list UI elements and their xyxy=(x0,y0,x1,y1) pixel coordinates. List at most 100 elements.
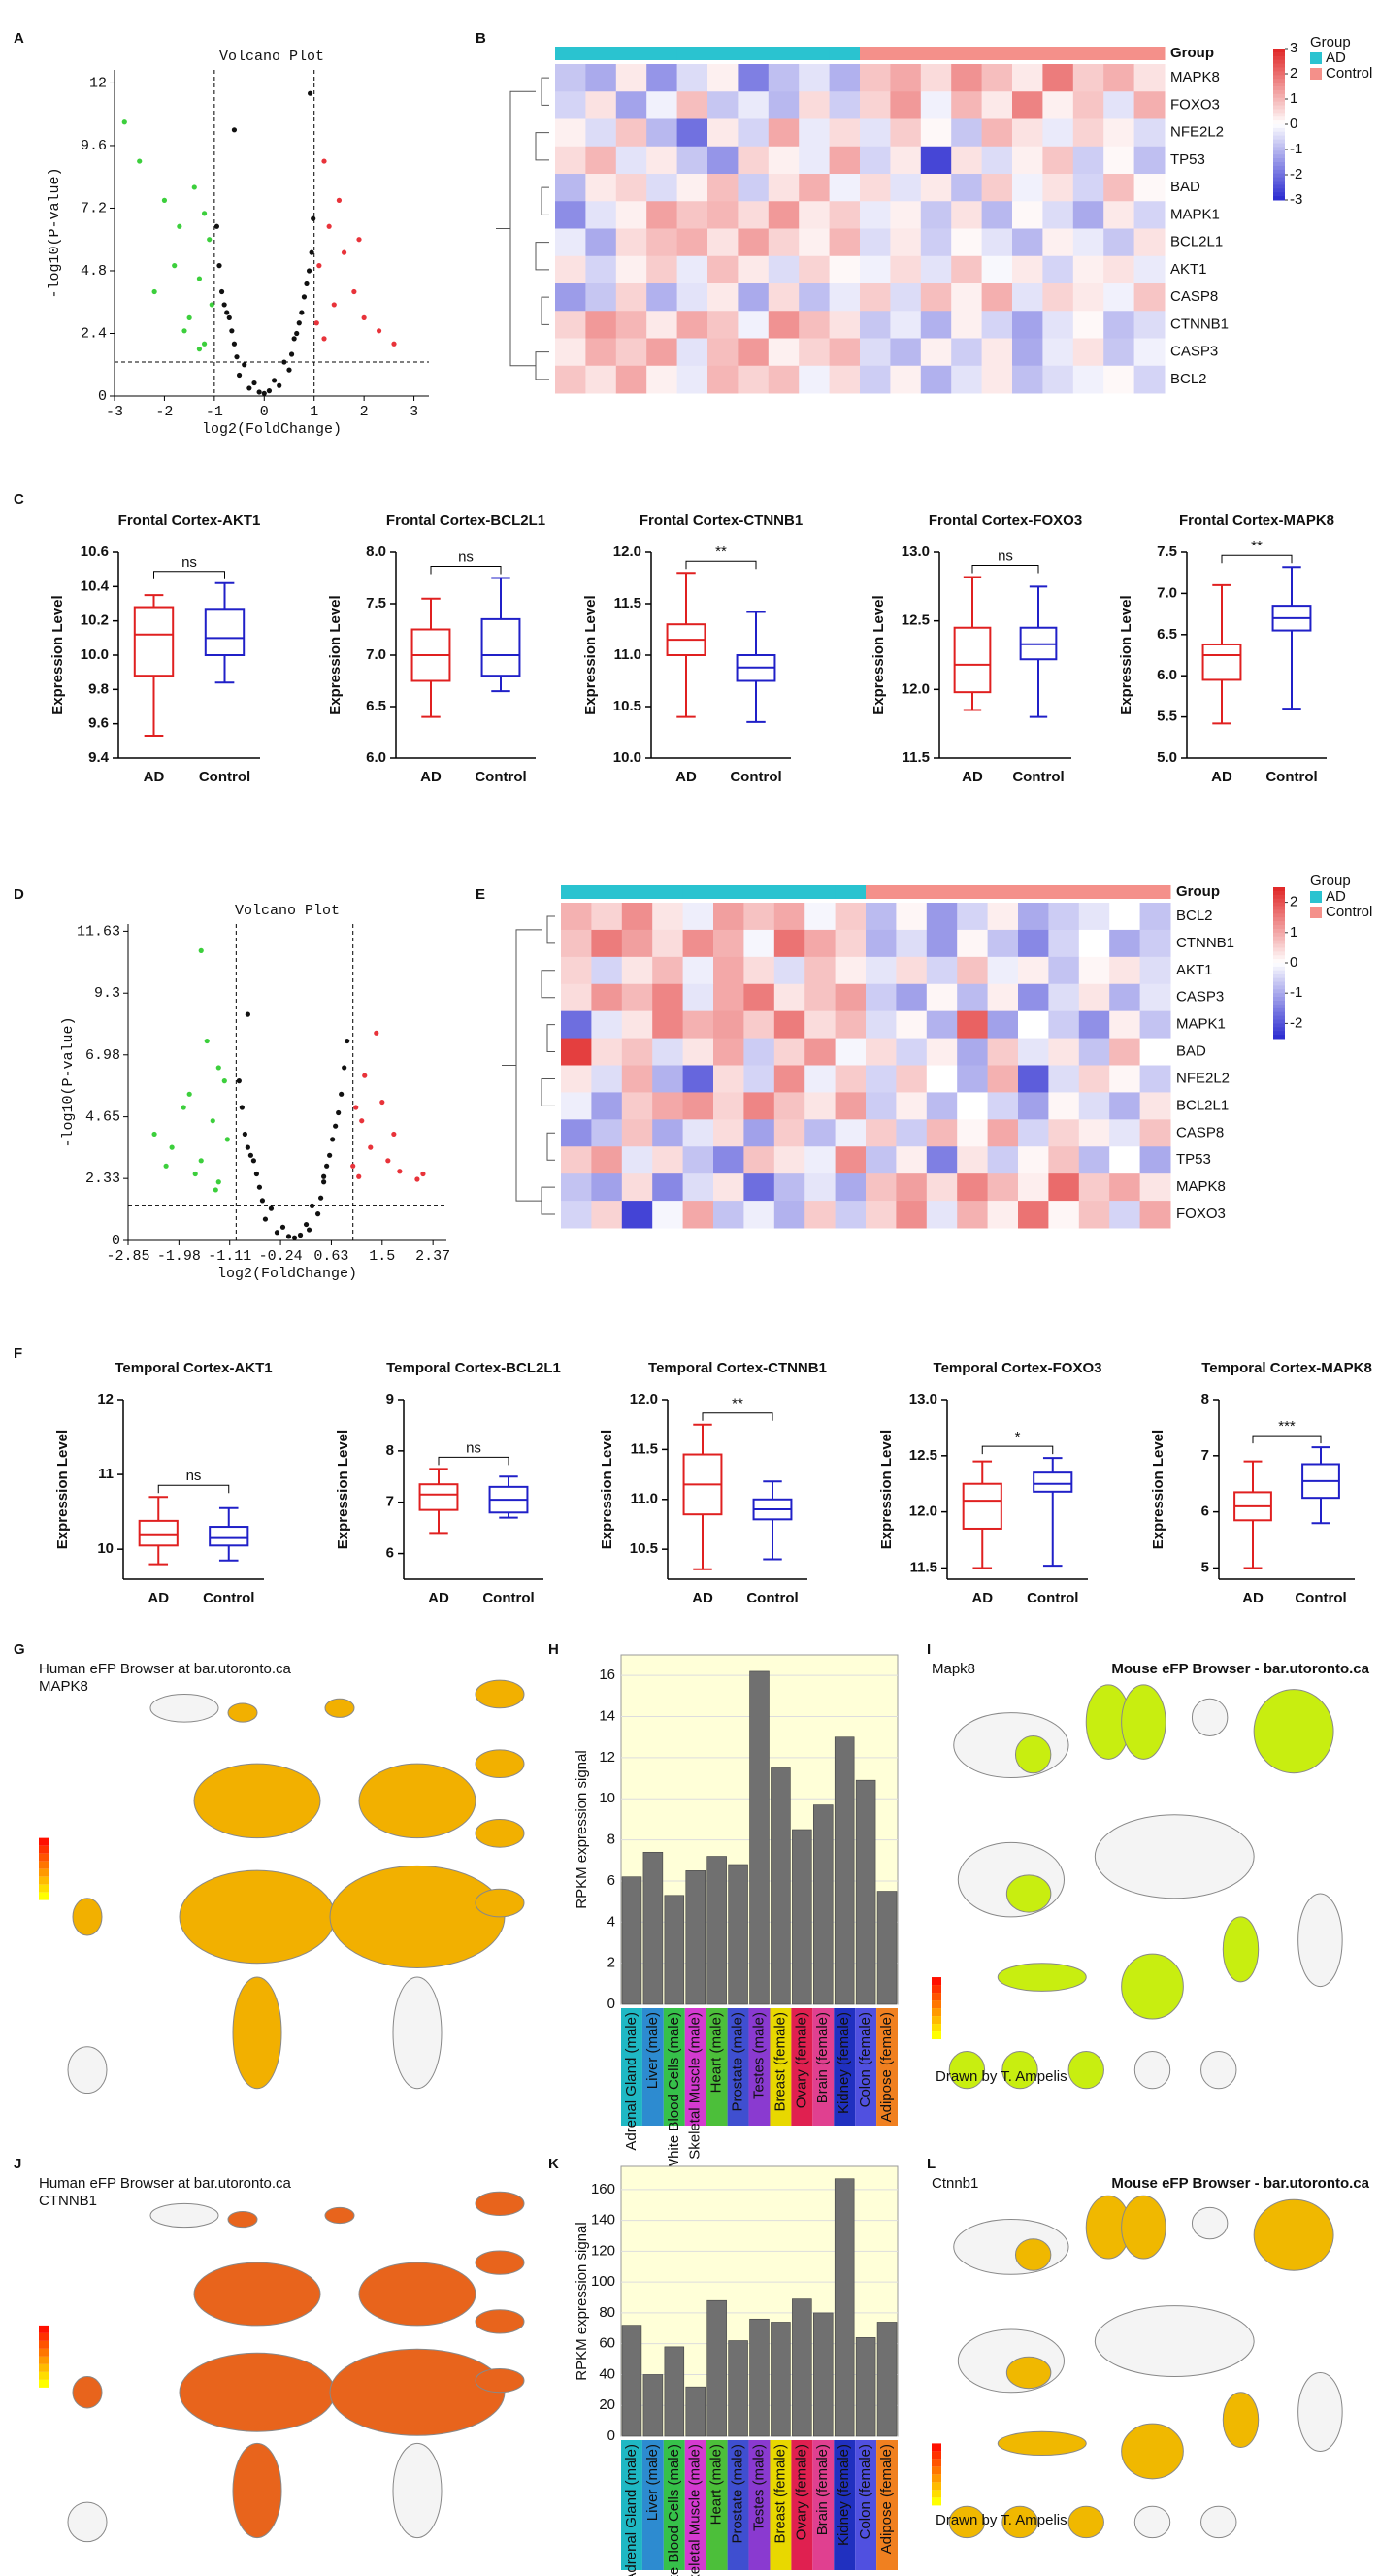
category-strip xyxy=(684,2008,706,2126)
category-strip xyxy=(812,2008,835,2126)
illustration-part xyxy=(1200,2051,1237,2090)
heat-cell xyxy=(835,983,867,1012)
heat-cell xyxy=(1018,1010,1049,1040)
browser-title: Human eFP Browser at bar.utoronto.ca xyxy=(39,2175,292,2192)
y-tick-label: 7 xyxy=(1201,1447,1209,1464)
heat-cell xyxy=(1072,201,1104,229)
heat-cell xyxy=(1139,1010,1171,1040)
colorbar-cell xyxy=(1273,89,1285,95)
heat-cell xyxy=(981,338,1013,367)
y-tick-label: 6.0 xyxy=(366,749,386,766)
illustration-part xyxy=(1121,2423,1184,2480)
heat-cell xyxy=(585,228,617,257)
category-strip xyxy=(748,2008,771,2126)
heat-cell xyxy=(890,64,922,92)
x-tick-label: Kidney (female) xyxy=(836,2444,852,2546)
heat-cell xyxy=(1042,283,1074,312)
heat-cell xyxy=(835,1038,867,1066)
point xyxy=(196,276,203,281)
illustration-part xyxy=(72,1898,103,1936)
heat-cell xyxy=(1072,365,1104,394)
heat-cell xyxy=(1078,1065,1110,1093)
heat-cell xyxy=(896,1065,928,1093)
panel-label: A xyxy=(14,30,24,47)
category-strip xyxy=(621,2440,642,2570)
x-tick-label: Colon (female) xyxy=(857,2012,873,2107)
group-cell xyxy=(829,47,861,60)
significance-label: ns xyxy=(998,547,1013,564)
colorbar-cell xyxy=(1273,181,1285,185)
illustration-part xyxy=(193,2262,321,2327)
heat-cell xyxy=(591,929,623,958)
heat-cell xyxy=(920,311,952,339)
x-tick-label: Adrenal Gland (male) xyxy=(623,2012,640,2151)
heat-cell xyxy=(951,146,983,175)
dendrogram xyxy=(541,77,549,106)
heat-cell xyxy=(951,311,983,339)
colorbar-cell xyxy=(1273,977,1285,982)
illustration-part xyxy=(1014,1734,1052,1774)
illustration-part xyxy=(1253,1689,1334,1774)
panel-label: K xyxy=(548,2156,559,2172)
colorbar-cell xyxy=(1273,97,1285,103)
point xyxy=(296,320,302,326)
significance-bracket xyxy=(981,1445,1054,1455)
box xyxy=(209,1526,249,1547)
x-tick-label: AD xyxy=(1211,769,1232,785)
heat-cell xyxy=(804,1065,837,1093)
bar xyxy=(728,2340,748,2437)
y-tick-label: 10.0 xyxy=(81,646,109,663)
colorbar-tick-label: 0 xyxy=(1290,954,1297,971)
scale-swatch xyxy=(932,2482,941,2491)
x-tick-label: 0.63 xyxy=(313,1248,348,1265)
gene-label: BAD xyxy=(1170,179,1200,195)
heat-cell xyxy=(561,1119,592,1147)
heat-cell xyxy=(585,201,617,229)
heat-cell xyxy=(926,983,958,1012)
colorbar-cell xyxy=(1273,997,1285,1002)
heat-cell xyxy=(957,956,989,985)
category-strip xyxy=(663,2440,685,2570)
heat-cell xyxy=(561,903,592,931)
dendrogram xyxy=(502,929,542,1202)
dendrogram xyxy=(496,90,536,367)
heat-cell xyxy=(1042,146,1074,175)
heat-cell xyxy=(561,1065,592,1093)
group-cell xyxy=(1072,47,1104,60)
heat-cell xyxy=(1139,1201,1171,1229)
point xyxy=(198,947,204,953)
significance-bracket xyxy=(702,1412,773,1421)
point xyxy=(234,354,240,360)
heat-cell xyxy=(615,311,647,339)
heat-cell xyxy=(738,338,770,367)
colorbar-cell xyxy=(1273,184,1285,189)
credit: Drawn by T. Ampelis xyxy=(936,2512,1067,2528)
heat-cell xyxy=(1042,365,1074,394)
x-tick-label: Control xyxy=(1295,1590,1346,1606)
illustration-part xyxy=(957,1841,1066,1918)
heat-cell xyxy=(738,255,770,284)
heat-cell xyxy=(555,118,586,148)
colorbar-cell xyxy=(1273,154,1285,159)
gene-label: FOXO3 xyxy=(1176,1205,1226,1222)
heat-cell xyxy=(1048,1173,1080,1202)
colorbar-cell xyxy=(1273,928,1285,934)
heat-cell xyxy=(591,1092,623,1120)
heat-cell xyxy=(676,64,708,92)
heat-cell xyxy=(1103,64,1135,92)
point xyxy=(261,390,267,396)
panel-label: B xyxy=(476,30,486,47)
heat-cell xyxy=(621,1119,653,1147)
heat-cell xyxy=(951,255,983,284)
point xyxy=(385,1158,391,1164)
y-tick-label: 13.0 xyxy=(909,1391,937,1407)
heat-cell xyxy=(987,1010,1019,1040)
x-tick-label: AD xyxy=(428,1590,449,1606)
heat-cell xyxy=(676,255,708,284)
point xyxy=(397,1169,403,1174)
colorbar-cell xyxy=(1273,981,1285,986)
dendrogram xyxy=(535,242,549,271)
heat-cell xyxy=(682,1065,714,1093)
heat-cell xyxy=(829,201,861,229)
illustration-part xyxy=(392,2442,443,2539)
